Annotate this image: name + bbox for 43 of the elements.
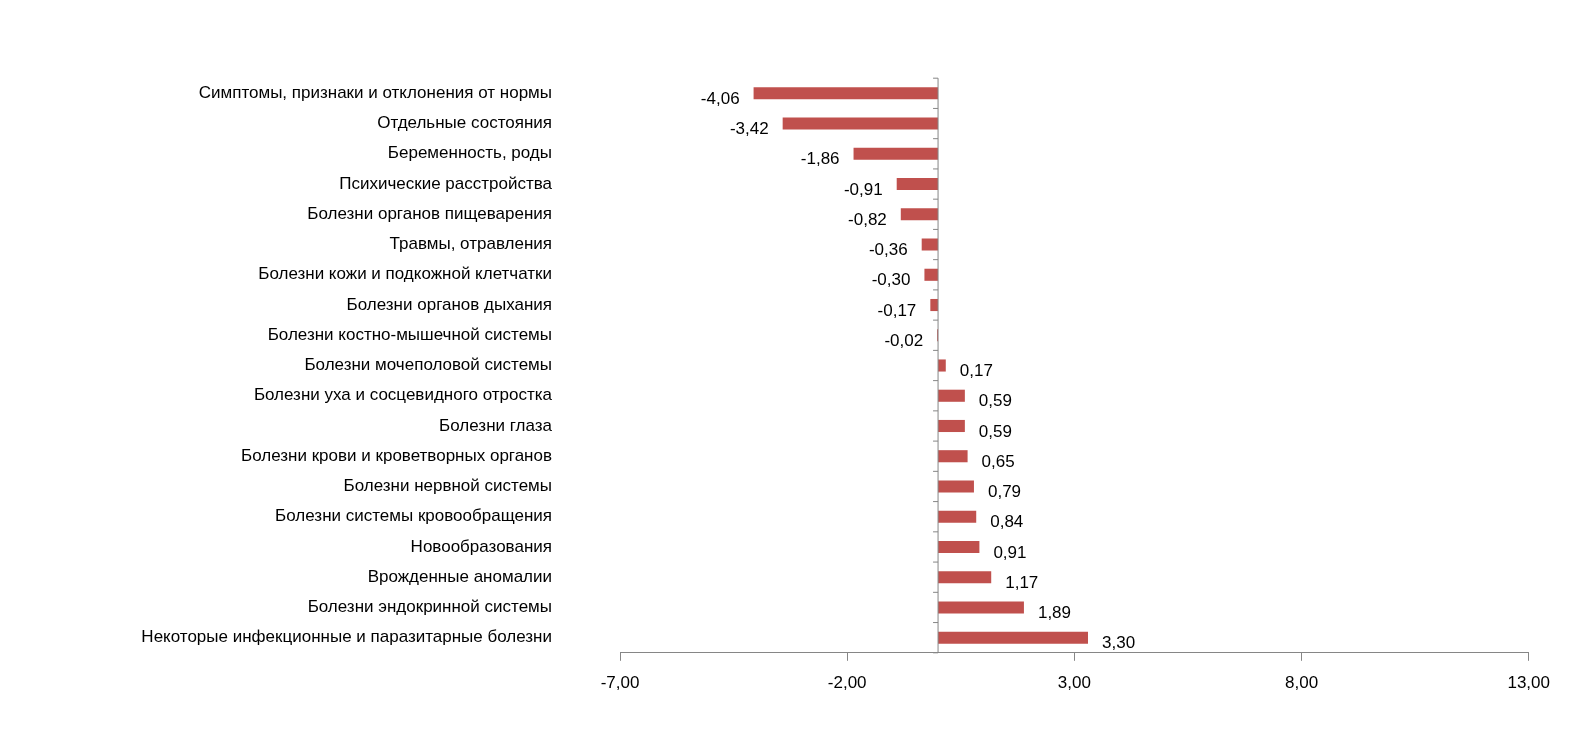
y-tick-label: Болезни системы кровообращения: [275, 506, 552, 526]
data-label: 0,65: [981, 451, 1015, 471]
y-tick-label: Психические расстройства: [339, 173, 553, 193]
data-label: 0,59: [978, 391, 1012, 411]
y-tick-label: Болезни кожи и подкожной клетчатки: [258, 264, 552, 284]
x-tick-label: 8,00: [1285, 672, 1319, 692]
x-tick-label: 3,00: [1057, 672, 1091, 692]
data-label: 0,79: [987, 482, 1022, 502]
y-tick-label: Болезни нервной системы: [343, 476, 552, 496]
y-tick-label: Болезни органов дыхания: [346, 294, 552, 314]
data-label: -4,06: [700, 89, 740, 109]
x-tick-label: 13,00: [1507, 672, 1550, 692]
y-tick-label: Болезни уха и сосцевидного отростка: [253, 385, 553, 405]
y-tick-label: Болезни органов пищеварения: [307, 203, 552, 223]
y-tick-label: Болезни глаза: [439, 415, 553, 435]
data-label: -0,17: [877, 300, 917, 320]
data-label: -0,30: [871, 270, 911, 290]
data-label: -0,36: [868, 240, 908, 260]
y-tick-label: Травмы, отравления: [389, 234, 552, 254]
y-tick-label: Симптомы, признаки и отклонения от нормы: [198, 83, 552, 103]
data-label: -0,91: [843, 179, 883, 199]
y-tick-label: Отдельные состояния: [377, 113, 552, 133]
y-tick-label: Врожденные аномалии: [367, 566, 552, 586]
y-tick-label: Беременность, роды: [387, 143, 552, 163]
data-label: -1,86: [800, 149, 840, 169]
data-label: 0,17: [959, 361, 993, 381]
data-label: -0,82: [848, 209, 887, 229]
y-tick-label: Болезни костно-мышечной системы: [267, 324, 552, 344]
y-tick-label: Болезни эндокринной системы: [307, 597, 552, 617]
y-tick-label: Болезни мочеполовой системы: [304, 355, 552, 375]
x-tick-label: -2,00: [827, 672, 867, 692]
y-tick-label: Некоторые инфекционные и паразитарные болезни: [141, 627, 552, 647]
data-label: 0,91: [993, 542, 1027, 562]
y-tick-label: Новообразования: [410, 536, 552, 556]
data-label: 1,89: [1037, 603, 1072, 623]
data-label: 3,30: [1102, 633, 1136, 653]
data-label: -3,42: [729, 119, 769, 139]
data-label: 1,17: [1005, 572, 1039, 592]
data-label: -0,02: [884, 330, 924, 350]
x-tick-label: -7,00: [600, 672, 640, 692]
y-tick-label: Болезни крови и кроветворных органов: [241, 445, 552, 465]
data-label: 0,84: [990, 512, 1024, 532]
data-label: 0,59: [978, 421, 1012, 441]
